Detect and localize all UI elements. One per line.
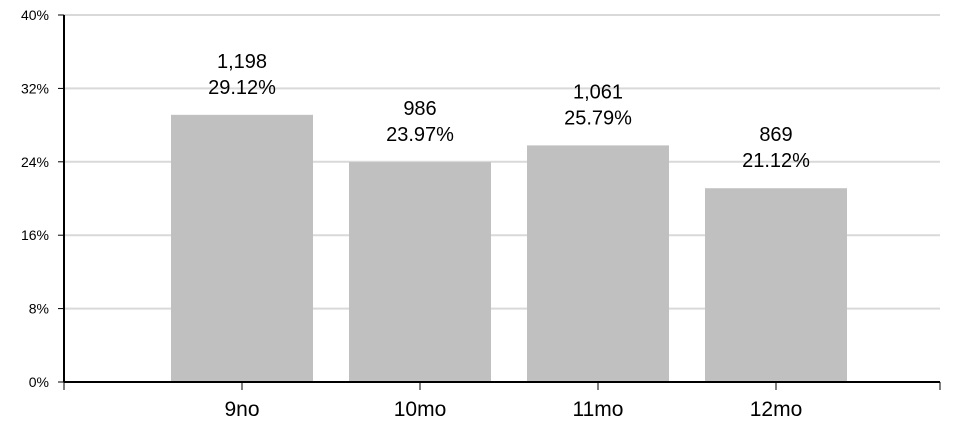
bar-count-label: 986 [403, 98, 436, 120]
bar-count-label: 1,061 [573, 81, 623, 103]
y-tick-label: 0% [29, 374, 49, 390]
bar-percent-label: 25.79% [564, 107, 632, 129]
y-tick-label: 24% [21, 154, 49, 170]
bar-percent-label: 29.12% [208, 77, 276, 99]
y-tick-label: 8% [29, 301, 49, 317]
x-axis-ticks: 9no 10mo 11mo 12mo [63, 382, 941, 421]
bar [171, 114, 313, 382]
data-labels: 1,198 29.12% 986 23.97% 1,061 25.79% 869 21.12% [208, 51, 810, 172]
bar [527, 145, 669, 382]
axes [63, 15, 940, 383]
bar-percent-label: 21.12% [742, 150, 810, 172]
y-axis-ticks: 0% 8% 16% 24% 32% 40% [21, 7, 64, 390]
y-tick-label: 16% [21, 227, 49, 243]
x-tick-label: 12mo [750, 398, 803, 421]
bar-count-label: 869 [759, 124, 792, 146]
bar-percent-label: 23.97% [386, 124, 454, 146]
x-tick-label: 10mo [394, 398, 447, 421]
x-tick-label: 9no [224, 398, 259, 421]
bar [349, 162, 491, 382]
bar-count-label: 1,198 [217, 51, 267, 73]
y-tick-label: 32% [21, 80, 49, 96]
y-tick-label: 40% [21, 7, 49, 23]
bar [705, 188, 847, 382]
bars [171, 114, 847, 382]
x-tick-label: 11mo [573, 398, 624, 421]
